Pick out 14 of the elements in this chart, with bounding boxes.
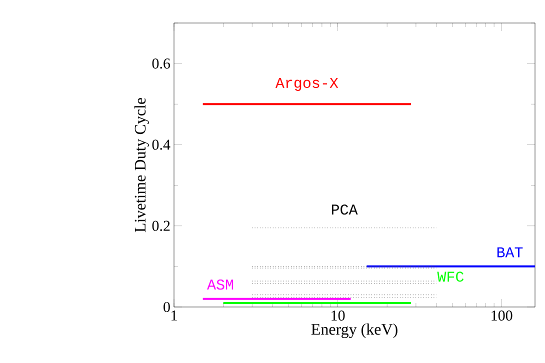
x-tick-label: 100 — [492, 310, 512, 321]
y-tick-label: 0.4 — [152, 140, 170, 150]
series-label: Argos-X — [275, 78, 338, 91]
y-axis-title: Livetime Duty Cycle — [134, 98, 149, 232]
x-tick-label: 10 — [332, 310, 345, 321]
series-label: PCA — [332, 204, 358, 215]
y-tick-label: 0.2 — [152, 220, 170, 231]
series-label: BAT — [497, 247, 523, 258]
series-label: ASM — [207, 280, 234, 290]
text: WFC — [437, 272, 464, 282]
x-axis-title: Energy (keV) — [311, 323, 398, 338]
y-tick-label: 0.6 — [152, 58, 170, 69]
y-tick-label: 0 — [164, 302, 170, 312]
x-tick-label: 1 — [172, 310, 177, 320]
